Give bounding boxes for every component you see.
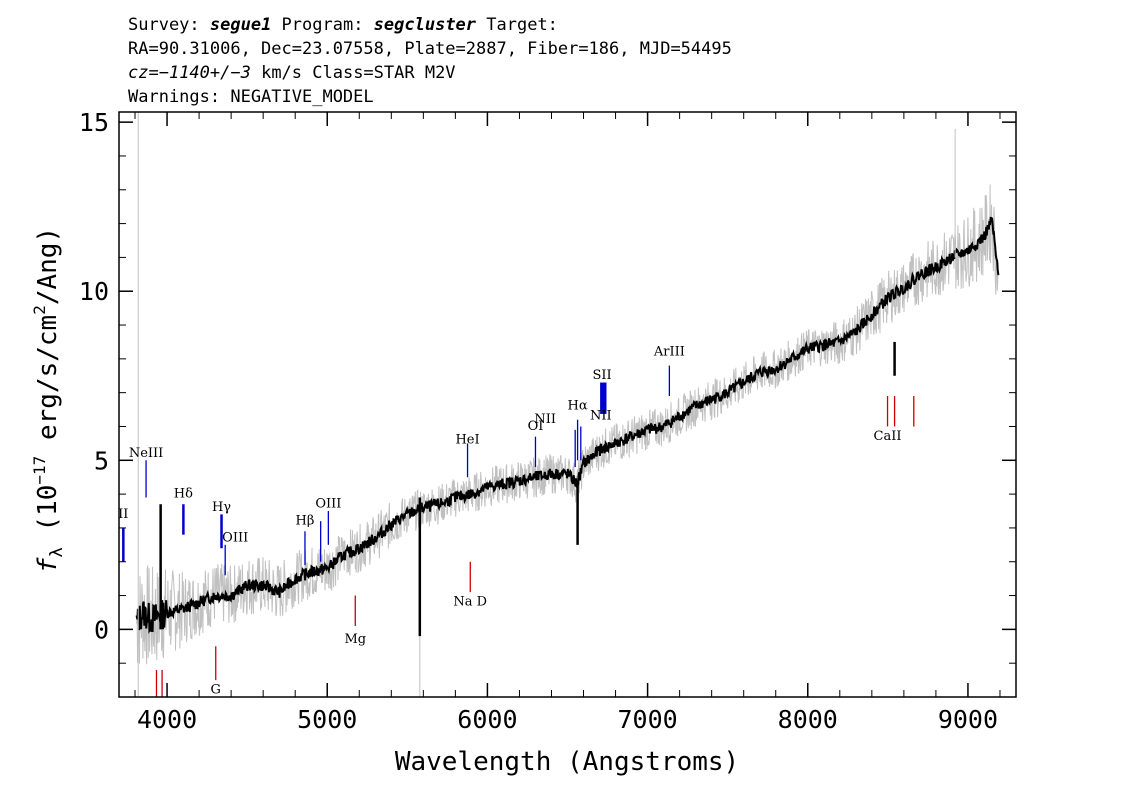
x-tick-label: 5000 bbox=[297, 705, 357, 734]
survey-name: segue1 bbox=[210, 15, 271, 35]
flux-line bbox=[135, 216, 1000, 634]
spectral-line-label: Hα bbox=[568, 399, 588, 414]
header-line-4: Warnings: NEGATIVE_MODEL bbox=[128, 87, 374, 107]
raw-flux-noise bbox=[136, 184, 999, 665]
y-tick-label: 10 bbox=[79, 277, 109, 306]
y-label-exp: −17 bbox=[30, 456, 49, 485]
y-label-f: f bbox=[33, 557, 63, 573]
header-line-2: RA=90.31006, Dec=23.07558, Plate=2887, F… bbox=[128, 39, 732, 59]
plot-frame bbox=[118, 111, 1017, 698]
spectral-line-label: II bbox=[118, 507, 128, 522]
spectral-line-label: ArIII bbox=[653, 344, 685, 359]
y-label-end: /Ang) bbox=[33, 227, 63, 305]
spectral-line-label: NII bbox=[590, 409, 612, 424]
target-prefix: Target: bbox=[476, 15, 558, 35]
y-label-lambda: λ bbox=[47, 547, 67, 557]
spectral-line-label: Na D bbox=[453, 595, 487, 610]
spectral-line-label: NeIII bbox=[129, 446, 163, 461]
survey-prefix: Survey: bbox=[128, 15, 210, 35]
x-tick-label: 7000 bbox=[617, 705, 677, 734]
y-tick-label: 5 bbox=[94, 446, 109, 475]
program-name: segcluster bbox=[374, 15, 477, 35]
program-prefix: Program: bbox=[271, 15, 373, 35]
x-tick-label: 9000 bbox=[938, 705, 998, 734]
cz-suffix: km/s Class=STAR M2V bbox=[251, 63, 456, 83]
spectral-line-label: HeI bbox=[455, 432, 479, 447]
spectral-line-label: OI bbox=[528, 419, 544, 434]
axes: 4000 5000 6000 7000 8000 9000 0 5 10 15 bbox=[79, 108, 1016, 734]
header-block: Survey: segue1 Program: segcluster Targe… bbox=[128, 15, 732, 107]
x-tick-label: 6000 bbox=[457, 705, 517, 734]
spectral-line-label: CaII bbox=[874, 429, 902, 444]
header-line-3: cz=−1140+/−3 km/s Class=STAR M2V bbox=[128, 63, 456, 83]
spectral-line-label: NII bbox=[534, 412, 556, 427]
spectral-line-label: Hγ bbox=[212, 500, 231, 515]
plot-content bbox=[122, 112, 1000, 697]
x-axis-label: Wavelength (Angstroms) bbox=[395, 747, 739, 777]
spectral-line-label: OIII bbox=[222, 530, 248, 545]
spectral-line-label: Mg bbox=[344, 632, 366, 647]
y-label-sq: 2 bbox=[30, 305, 49, 315]
line-labels: IINeIIIHδHγOIIIHβOIIIHeIOINIIHαNIISIIArI… bbox=[118, 344, 901, 697]
cz-value: −1140+/−3 bbox=[159, 63, 251, 83]
spectral-line-label: Hβ bbox=[296, 514, 315, 529]
spectral-line-label: SII bbox=[593, 368, 612, 383]
y-label-open: (10 bbox=[33, 485, 63, 548]
spectral-line-label: G bbox=[211, 683, 221, 698]
x-tick-label: 4000 bbox=[137, 705, 197, 734]
cz-prefix: cz= bbox=[128, 63, 159, 83]
y-label-units: erg/s/cm bbox=[33, 315, 63, 456]
y-tick-label: 0 bbox=[94, 615, 109, 644]
spectral-line-label: OIII bbox=[315, 497, 341, 512]
header-line-1: Survey: segue1 Program: segcluster Targe… bbox=[128, 15, 558, 35]
x-tick-label: 8000 bbox=[778, 705, 838, 734]
spectral-line-label: Hδ bbox=[174, 486, 193, 501]
y-tick-label: 15 bbox=[79, 108, 109, 137]
y-axis-label: fλ (10−17 erg/s/cm2/Ang) bbox=[30, 227, 67, 573]
